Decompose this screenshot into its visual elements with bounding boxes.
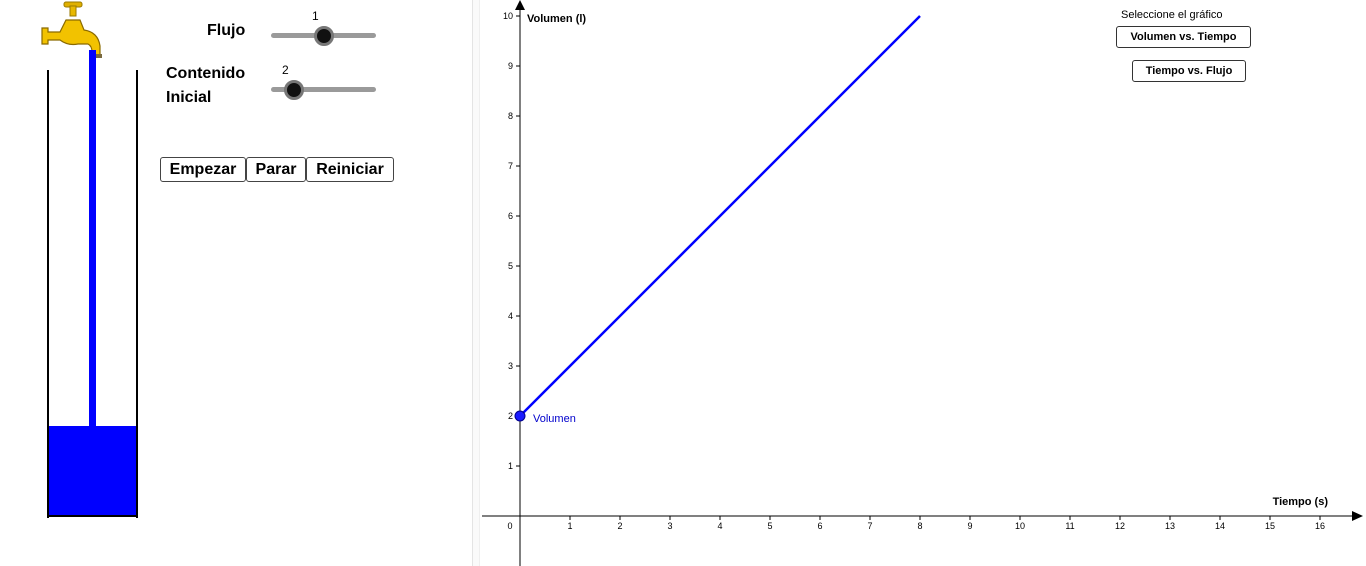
x-tick-label: 15 — [1265, 521, 1275, 531]
y-tick-label: 10 — [503, 11, 513, 21]
x-tick-label: 0 — [507, 521, 512, 531]
flujo-slider-knob[interactable] — [314, 26, 334, 46]
y-tick-label: 1 — [508, 461, 513, 471]
y-tick-label: 2 — [508, 411, 513, 421]
graph-select-title: Seleccione el gráfico — [1121, 9, 1223, 21]
x-tick-label: 11 — [1065, 521, 1074, 531]
volume-line — [519, 15, 921, 417]
stop-button[interactable]: Parar — [246, 157, 306, 182]
volume-point — [514, 410, 526, 422]
contenido-slider-knob[interactable] — [284, 80, 304, 100]
contenido-slider-track[interactable] — [271, 87, 376, 92]
inicial-label: Inicial — [166, 89, 212, 106]
tank-left-wall — [47, 70, 49, 518]
graph-view[interactable]: 0 1 2 3 4 5 6 7 8 9 10 11 12 13 14 15 16 1 2 3 4 5 6 7 8 9 10 Volum… — [480, 0, 1366, 566]
y-tick-label: 5 — [508, 261, 513, 271]
y-tick-label: 3 — [508, 361, 513, 371]
panel-divider[interactable] — [472, 0, 480, 566]
tank-bottom — [47, 515, 138, 517]
y-tick-label: 8 — [508, 111, 513, 121]
y-tick-label: 9 — [508, 61, 513, 71]
tiempo-vs-flujo-button[interactable]: Tiempo vs. Flujo — [1132, 60, 1246, 82]
x-tick-label: 10 — [1015, 521, 1025, 531]
y-axis-arrow — [515, 0, 525, 10]
faucet-icon — [41, 1, 102, 58]
tank-water — [49, 426, 136, 515]
y-axis-title: Volumen (l) — [527, 13, 586, 25]
x-tick-label: 9 — [967, 521, 972, 531]
x-tick-label: 14 — [1215, 521, 1225, 531]
x-tick-label: 4 — [717, 521, 722, 531]
x-tick-label: 3 — [667, 521, 672, 531]
x-tick-label: 2 — [617, 521, 622, 531]
contenido-label: Contenido — [166, 65, 246, 82]
y-tick-label: 6 — [508, 211, 513, 221]
x-axis-arrow — [1352, 511, 1363, 521]
x-tick-label: 1 — [567, 521, 572, 531]
water-stream — [89, 50, 96, 427]
x-tick-label: 5 — [767, 521, 772, 531]
x-tick-label: 16 — [1315, 521, 1325, 531]
volumen-vs-tiempo-button[interactable]: Volumen vs. Tiempo — [1116, 26, 1251, 48]
x-tick-label: 13 — [1165, 521, 1175, 531]
x-axis-title: Tiempo (s) — [1273, 496, 1329, 508]
x-tick-label: 12 — [1115, 521, 1125, 531]
x-tick-label: 6 — [817, 521, 822, 531]
volume-point-label: Volumen — [533, 413, 576, 425]
simulation-panel: Flujo 1 Contenido Inicial 2 Empezar Para… — [0, 0, 472, 566]
flujo-label: Flujo — [207, 22, 246, 39]
flujo-value: 1 — [312, 9, 319, 23]
start-button[interactable]: Empezar — [160, 157, 246, 182]
y-tick-label: 7 — [508, 161, 513, 171]
contenido-value: 2 — [282, 63, 289, 77]
y-tick-label: 4 — [508, 311, 513, 321]
x-tick-label: 8 — [917, 521, 922, 531]
tank-right-wall — [136, 70, 138, 518]
x-tick-label: 7 — [867, 521, 872, 531]
reset-button[interactable]: Reiniciar — [306, 157, 394, 182]
